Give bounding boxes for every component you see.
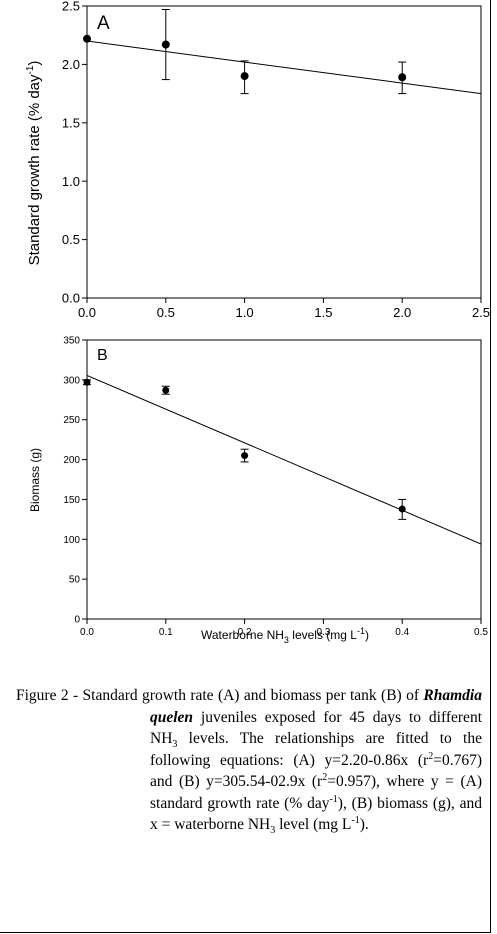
panel-a-y-tick-label: 0.0 (62, 291, 80, 306)
caption-text-3: levels. The relationships are fitted to … (150, 730, 482, 769)
panel-a-data-point (83, 34, 91, 43)
panel-a-y-tick-label: 0.5 (62, 232, 80, 247)
panel-b-x-tick-label: 0.3 (316, 627, 330, 638)
caption-text-6: ), (B) biomass (g), and x = waterborne N… (150, 794, 482, 834)
panel-a-data-point (161, 40, 170, 49)
caption-sup-m1a: -1 (329, 793, 338, 805)
caption-sup-m1b: -1 (351, 814, 360, 826)
caption-text-5: =0.957), where y = (A) standard growth r… (150, 773, 482, 812)
caption-text-8: ). (359, 816, 369, 833)
caption-sub-3: 3 (172, 739, 178, 751)
panel-b-y-tick-label: 150 (63, 495, 80, 506)
panel-a-x-tick-label: 2.5 (472, 305, 490, 320)
caption-text-7: level (mg L (275, 816, 352, 833)
panel-a-x-tick-label: 1.0 (236, 305, 254, 320)
panel-b-x-tick-label: 0.2 (238, 627, 252, 638)
caption-text-4: =0.767) and (B) y=305.54-02.9x (r (150, 751, 482, 791)
caption-sub-3b: 3 (270, 825, 276, 837)
species-name: Rhamdia quelen (150, 687, 482, 726)
panel-a: 0.0 0.5 1.0 1.5 2.0 2.5 0.0 0.5 1.0 1.5 2.0 2.5 A (62, 0, 490, 320)
panel-b-data-point (162, 386, 170, 394)
panel-a-fit-line (87, 40, 481, 95)
caption-sup-2a: 2 (428, 750, 434, 762)
panel-a-x-tick-label: 2.0 (393, 305, 411, 320)
caption-text-2: juveniles exposed for 45 days to differe… (150, 708, 482, 748)
panel-b-x-tick-label: 0.0 (80, 627, 94, 638)
panel-b-panel-label: B (97, 347, 108, 364)
panel-a-x-tick-label: 0.0 (78, 305, 96, 320)
figure-svg: 0.0 0.5 1.0 1.5 2.0 2.5 0.0 0.5 1.0 1.5 2.0 2.5 A 0.… (25, 0, 490, 645)
panel-b-y-tick-label: 100 (63, 535, 80, 546)
panel-b-y-tick-label: 0 (74, 615, 80, 626)
panel-b-data-point (83, 378, 91, 386)
panel-b-x-tick-label: 0.5 (474, 627, 488, 638)
caption-text-1: Standard growth rate (A) and biomass per… (82, 687, 424, 704)
panel-a-x-tick-label: 1.5 (314, 305, 332, 320)
panel-b-x-tick-label: 0.4 (395, 627, 409, 638)
panel-a-data-point (398, 73, 407, 82)
panel-a-y-tick-label: 1.0 (62, 174, 80, 189)
panel-b-y-tick-label: 50 (69, 575, 81, 586)
panel-a-y-tick-label: 2.5 (62, 0, 80, 14)
panel-b-y-tick-label: 300 (63, 375, 80, 386)
caption-sup-2b: 2 (322, 771, 328, 783)
panel-b-x-tick-label: 0.1 (159, 627, 173, 638)
panel-a-y-tick-label: 2.0 (62, 57, 80, 72)
panel-a-data-point (240, 72, 249, 81)
panel-b: 0.0 0.1 0.2 0.3 0.4 0.5 0 50 100 150 200 250 300 350 B (63, 336, 488, 639)
panel-a-plot-frame (86, 5, 482, 299)
panel-b-y-axis-label: Biomass (g) (28, 448, 42, 512)
figure-caption: Figure 2 - Standard growth rate (A) and … (16, 685, 482, 836)
panel-a-y-axis-label: Standard growth rate (% day-1) (25, 61, 43, 266)
panel-b-y-tick-label: 350 (63, 336, 80, 347)
panel-a-panel-label: A (97, 13, 110, 34)
panel-b-y-tick-label: 250 (63, 415, 80, 426)
panel-a-y-tick-label: 1.5 (62, 115, 80, 130)
panel-b-x-axis-label: Waterborne NH3 levels (mg L-1) (201, 626, 369, 645)
panel-b-y-tick-label: 200 (63, 455, 80, 466)
panel-b-data-point (398, 505, 406, 513)
panel-b-plot-frame (86, 339, 482, 620)
panel-b-fit-line (87, 374, 481, 545)
panel-a-x-tick-label: 0.5 (157, 305, 175, 320)
caption-prefix: Figure 2 - (16, 687, 83, 704)
panel-b-data-point (241, 452, 249, 460)
